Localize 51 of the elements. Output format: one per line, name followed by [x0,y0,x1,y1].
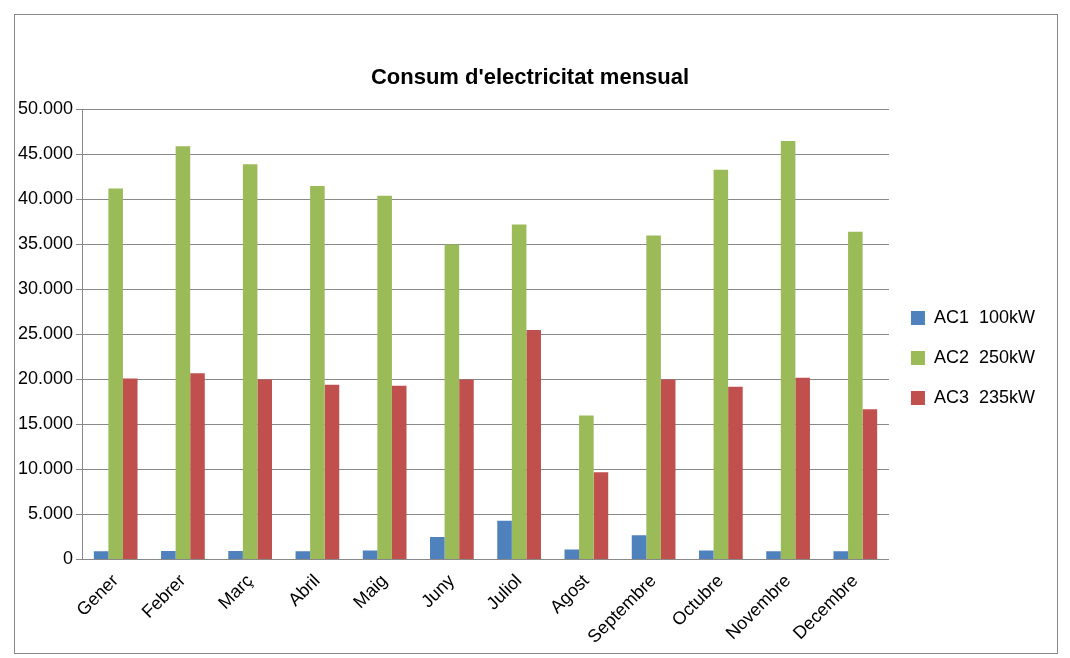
bar [593,472,609,559]
bar [833,551,849,559]
y-tick-label: 35.000 [17,233,74,254]
bar [766,551,781,559]
bar [391,385,407,559]
legend-label: AC1 100kW [933,306,1036,327]
y-tick-label: 15.000 [17,413,74,434]
bar [93,551,109,559]
legend-label: AC2 250kW [933,346,1036,367]
bar [848,231,863,559]
bar [728,386,743,559]
bar [862,409,878,559]
bar [660,379,676,559]
y-tick-label: 45.000 [17,143,74,164]
bar [631,535,647,559]
bar [713,169,729,559]
y-tick-label: 50.000 [17,98,74,119]
bar [362,550,378,559]
y-tick-label: 20.000 [17,368,74,389]
bar [444,244,460,559]
bar [780,140,796,559]
bar [295,551,311,559]
y-tick-label: 25.000 [17,323,74,344]
bar [430,536,445,559]
y-tick-label: 10.000 [17,458,74,479]
bar [511,224,527,559]
bar [377,195,392,559]
y-tick-label: 0 [63,548,74,569]
bar [161,550,176,559]
bar [564,549,580,559]
bar [459,379,474,559]
bar [310,185,325,559]
bar [795,377,810,559]
bar [699,550,714,559]
bar [122,378,138,559]
bar [324,384,340,559]
chart-title: Consum d'electricitat mensual [370,64,690,90]
bar [497,520,512,559]
y-tick-label: 5.000 [28,503,74,524]
bar [175,146,191,559]
bar [257,379,273,559]
bar [526,329,541,559]
bar [190,373,205,559]
bar [579,415,594,559]
legend-label: AC3 235kW [933,386,1036,407]
bar [646,235,661,559]
bar [242,164,258,559]
y-tick-label: 40.000 [17,188,74,209]
bar [108,188,123,559]
bar [228,550,243,559]
y-tick-label: 30.000 [17,278,74,299]
